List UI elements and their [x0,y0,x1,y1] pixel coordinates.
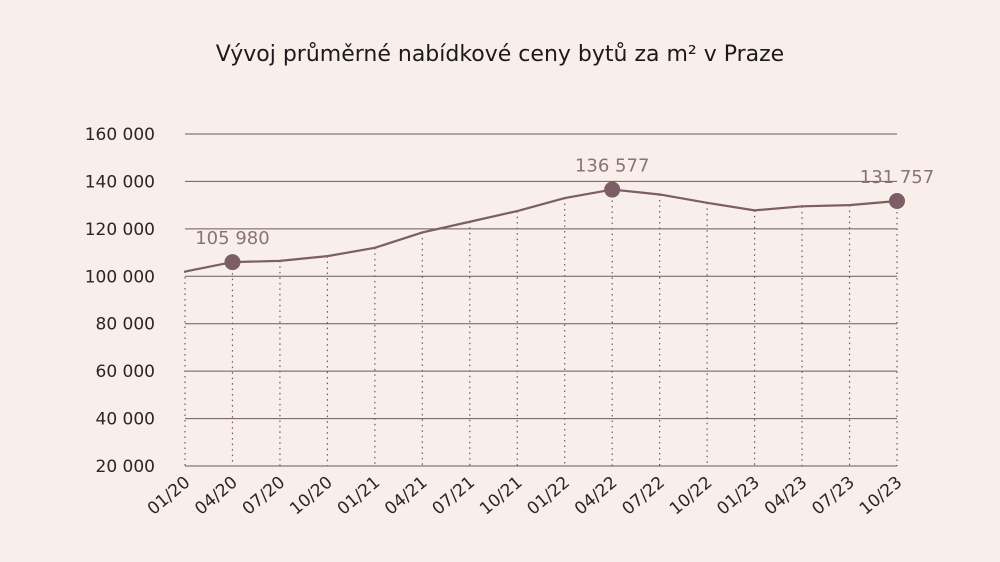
y-axis-ticks: 20 000 40 000 60 000 80 000 100 000 120 000 14… [85,125,155,477]
y-tick-label: 100 000 [85,267,155,287]
y-tick-label: 20 000 [96,457,155,477]
series-layer [183,188,899,273]
x-tick-label: 07/22 [618,473,668,520]
data-point-marker [224,254,241,271]
x-tick-label: 04/22 [571,473,621,520]
x-tick-label: 01/23 [713,473,763,520]
data-point-marker [604,181,621,198]
x-tick-label: 10/23 [856,473,906,520]
data-label: 105 980 [195,228,269,249]
x-tick-label: 07/21 [429,473,479,520]
vertical-guides [184,189,898,466]
x-tick-label: 07/23 [808,473,858,520]
x-tick-label: 10/22 [666,473,716,520]
x-tick-label: 10/21 [476,473,526,520]
x-tick-label: 04/23 [761,473,811,520]
data-label: 136 577 [575,156,649,177]
y-tick-label: 140 000 [85,172,155,192]
x-tick-label: 01/22 [524,473,574,520]
y-tick-label: 60 000 [96,362,155,382]
y-tick-label: 120 000 [85,220,155,240]
x-tick-label: 10/20 [286,473,336,520]
grid-lines [185,133,897,467]
data-label: 131 757 [860,167,934,188]
x-tick-label: 04/20 [191,473,241,520]
data-labels: 105 980 136 577 131 757 [195,156,934,250]
x-axis-ticks: 01/2004/2007/2010/2001/2104/2107/2110/21… [144,473,906,520]
data-point-marker [889,192,905,209]
y-tick-label: 160 000 [85,125,155,145]
series-line [183,188,899,273]
y-tick-label: 40 000 [96,410,155,430]
x-tick-label: 01/20 [144,473,194,520]
x-tick-label: 07/20 [239,473,289,520]
chart-title: Vývoj průměrné nabídkové ceny bytů za m²… [215,42,785,67]
x-tick-label: 04/21 [381,473,431,520]
markers [224,181,905,271]
y-tick-label: 80 000 [96,315,155,335]
x-tick-label: 01/21 [334,473,384,520]
